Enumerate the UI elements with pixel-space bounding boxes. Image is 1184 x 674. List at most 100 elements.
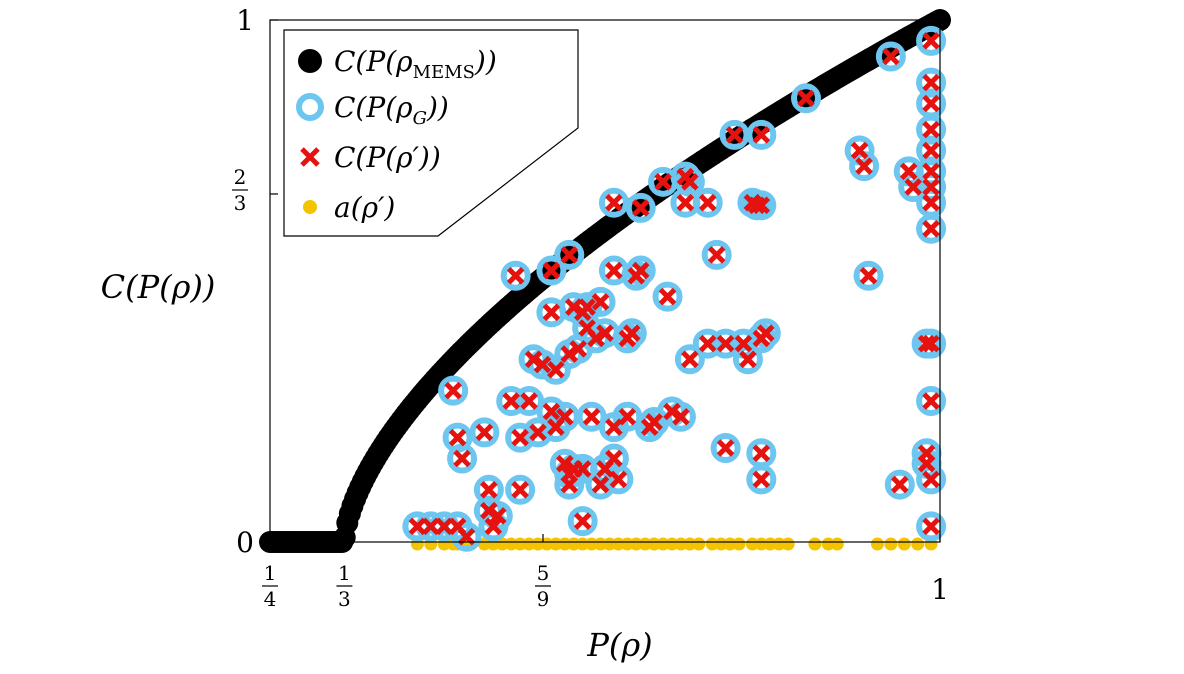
prime-cross [681,350,699,369]
x-tick-label: 13 [336,561,353,611]
prime-cross [922,94,940,113]
prime-cross [542,261,561,280]
prime-cross [922,73,940,92]
x-tick-label: 1 [931,573,949,606]
legend-entry: C(P(ρG)) [296,91,449,129]
legend-entry: a(ρ′) [303,191,395,224]
g-point [916,511,947,542]
cross-stroke [922,334,940,353]
cross-stroke [752,470,771,489]
cross-stroke [748,196,766,215]
g-point [911,328,942,359]
prime-cross [752,470,771,489]
legend: C(P(ρMEMS))C(P(ρG))C(P(ρ′))a(ρ′) [283,29,579,237]
cross-stroke [922,32,940,50]
legend-marker-filled-circle [298,49,322,73]
prime-cross [922,162,940,181]
legend-label: C(P(ρG)) [334,91,449,129]
a-point [477,537,491,551]
legend-label: C(P(ρ′)) [334,141,441,174]
g-point [875,41,906,72]
tick-denominator: 9 [537,587,550,611]
prime-cross [596,460,614,478]
g-point [719,119,750,150]
prime-cross [435,517,453,536]
a-point [723,537,737,551]
a-point [911,537,925,551]
prime-cross [631,261,650,280]
prime-cross [444,381,462,400]
a-point [567,537,581,551]
prime-cross [645,413,663,431]
prime-cross [716,439,735,457]
a-point [585,537,599,551]
g-point [916,25,947,56]
g-point [916,213,947,244]
cross-stroke [560,345,579,363]
prime-cross [547,360,565,379]
cross-stroke [511,481,529,499]
tick-numerator: 2 [234,165,247,189]
prime-cross [676,167,695,186]
prime-cross [573,460,592,478]
g-point [710,433,741,464]
prime-cross [422,517,440,536]
cross-stroke [922,193,940,212]
prime-cross [524,350,543,369]
g-point [505,474,536,505]
cross-stroke [511,428,529,447]
prime-cross [734,334,753,353]
a-point [656,537,670,551]
a-point [594,537,608,551]
prime-cross [716,334,735,353]
g-point [746,464,777,495]
cross-stroke [882,47,900,66]
prime-cross [917,454,936,473]
a-point [884,537,898,551]
a-point [602,537,616,551]
cross-stroke [707,246,726,264]
a-point [821,537,835,551]
cross-stroke [716,334,735,353]
a-point [754,537,768,551]
prime-cross [752,444,771,463]
a-point [531,537,545,551]
prime-cross [917,334,936,353]
cross-stroke [547,418,565,436]
cross-stroke [408,517,427,536]
prime-cross [520,392,538,410]
cross-stroke [855,157,873,175]
g-point [598,255,629,286]
cross-stroke [631,199,650,217]
prime-cross [676,193,695,212]
cross-stroke [560,246,579,264]
prime-cross [855,157,873,175]
g-point [916,386,947,417]
x-tick-label: 59 [535,561,552,611]
legend-entry: C(P(ρ′)) [300,141,441,174]
cross-stroke [520,392,538,410]
cross-stroke [591,475,610,494]
prime-cross [573,512,592,530]
a-point [513,537,527,551]
cross-stroke [922,162,940,181]
a-point [620,537,634,551]
g-point [916,114,947,145]
cross-stroke [917,454,936,473]
prime-cross [922,334,940,353]
a-point [495,537,509,551]
cross-stroke [489,507,507,525]
plot-frame [269,19,941,543]
tick-numerator: 5 [537,561,550,585]
cross-stroke [922,120,940,139]
prime-cross [922,193,940,212]
g-point [438,375,469,406]
prime-cross [591,293,610,311]
prime-cross [408,517,427,536]
cross-stroke [698,334,717,353]
prime-cross [502,392,520,410]
g-point [473,474,504,505]
prime-cross [748,196,766,215]
g-point [853,260,884,291]
